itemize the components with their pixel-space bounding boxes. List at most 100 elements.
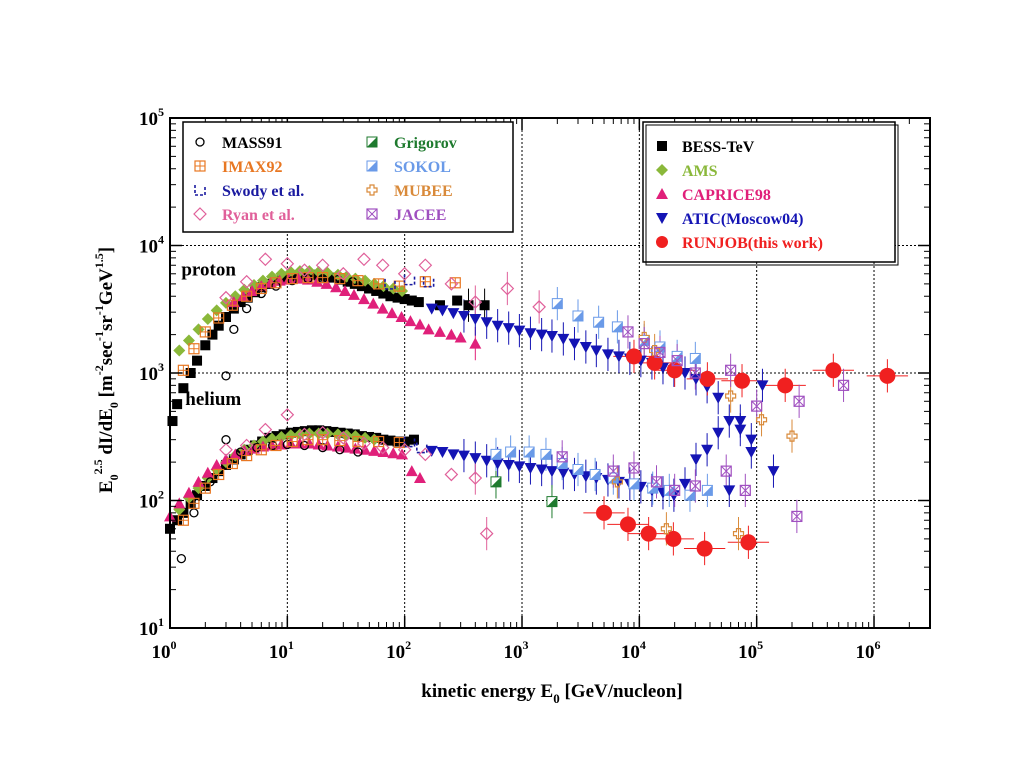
- data-point: [457, 310, 470, 322]
- data-point: [436, 305, 449, 317]
- marker-shape: [366, 208, 378, 220]
- marker-shape: [454, 331, 467, 343]
- data-point: [367, 297, 380, 309]
- marker-shape: [397, 266, 412, 281]
- data-point: [786, 430, 798, 442]
- data-point: [413, 472, 426, 484]
- marker-shape: [392, 292, 403, 303]
- data-point: [568, 338, 581, 350]
- data-point: [469, 453, 482, 465]
- marker-shape: [689, 367, 701, 379]
- data-point: [502, 459, 515, 471]
- legend-label: Swody et al.: [222, 183, 304, 200]
- x-tick-label: 101: [269, 638, 294, 663]
- marker-shape: [601, 349, 614, 361]
- legend-right-shadow: [645, 124, 899, 266]
- data-point: [172, 515, 183, 526]
- data-point: [556, 458, 568, 470]
- marker-shape: [689, 480, 701, 492]
- data-point: [457, 450, 470, 462]
- marker-shape: [739, 484, 751, 497]
- marker-shape: [725, 390, 737, 402]
- marker-shape: [502, 459, 515, 471]
- data-point: [454, 331, 467, 343]
- marker-shape: [342, 276, 353, 287]
- marker-shape: [330, 281, 343, 293]
- data-point: [352, 435, 364, 448]
- marker-shape: [725, 364, 737, 376]
- marker-shape: [689, 480, 701, 492]
- marker-shape: [392, 436, 403, 447]
- marker-shape: [193, 207, 207, 221]
- data-point: [235, 297, 246, 308]
- legend-label: IMAX92: [222, 159, 282, 176]
- marker-shape: [328, 426, 339, 437]
- marker-shape: [167, 416, 178, 427]
- data-point: [189, 508, 199, 518]
- data-point: [825, 362, 842, 379]
- marker-shape: [480, 317, 493, 329]
- marker-shape: [557, 467, 570, 479]
- data-point: [328, 272, 339, 283]
- data-point: [229, 448, 242, 460]
- series-sokol: [490, 298, 713, 501]
- marker-shape: [671, 355, 683, 366]
- marker-shape: [447, 449, 460, 461]
- data-point: [444, 277, 459, 291]
- marker-shape: [258, 252, 273, 267]
- marker-shape: [638, 331, 650, 344]
- data-point: [297, 427, 312, 442]
- marker-shape: [656, 236, 668, 248]
- data-point: [255, 444, 267, 456]
- marker-shape: [669, 484, 681, 497]
- marker-shape: [221, 435, 231, 445]
- data-point: [275, 267, 288, 280]
- data-point: [241, 449, 253, 462]
- data-point: [524, 328, 537, 340]
- data-point: [513, 461, 526, 473]
- marker-shape: [572, 310, 583, 321]
- data-point: [712, 427, 725, 439]
- data-point: [601, 349, 614, 361]
- data-point: [622, 326, 634, 338]
- data-point: [335, 274, 346, 285]
- marker-shape: [418, 447, 433, 462]
- marker-shape: [246, 284, 259, 296]
- data-point: [665, 530, 682, 547]
- data-point: [213, 312, 225, 324]
- data-point: [545, 466, 558, 478]
- marker-shape: [657, 141, 667, 151]
- data-point: [756, 380, 769, 392]
- marker-shape: [696, 540, 713, 557]
- data-point: [523, 446, 535, 458]
- marker-shape: [734, 416, 747, 428]
- marker-shape: [436, 305, 449, 317]
- data-point: [745, 447, 758, 459]
- data-point: [590, 345, 603, 357]
- data-point: [386, 307, 399, 319]
- data-point: [241, 290, 253, 302]
- marker-shape: [445, 328, 458, 340]
- data-point: [535, 329, 548, 341]
- data-point: [589, 468, 601, 480]
- data-point: [732, 528, 745, 540]
- marker-shape: [628, 462, 640, 474]
- data-point: [502, 323, 515, 335]
- data-point: [384, 278, 396, 290]
- marker-shape: [397, 442, 412, 457]
- marker-shape: [745, 434, 758, 446]
- data-point: [210, 458, 223, 470]
- legend-label: ATIC(Moscow04): [682, 211, 803, 228]
- marker-shape: [502, 323, 515, 335]
- marker-shape: [656, 213, 668, 224]
- data-point: [315, 425, 330, 440]
- data-point: [406, 295, 417, 306]
- marker-shape: [579, 341, 592, 353]
- marker-shape: [357, 436, 371, 451]
- marker-shape: [375, 258, 390, 273]
- marker-shape: [751, 400, 763, 412]
- marker-shape: [366, 184, 378, 196]
- marker-shape: [320, 277, 333, 289]
- legend-marker: [194, 185, 206, 196]
- marker-shape: [793, 395, 805, 407]
